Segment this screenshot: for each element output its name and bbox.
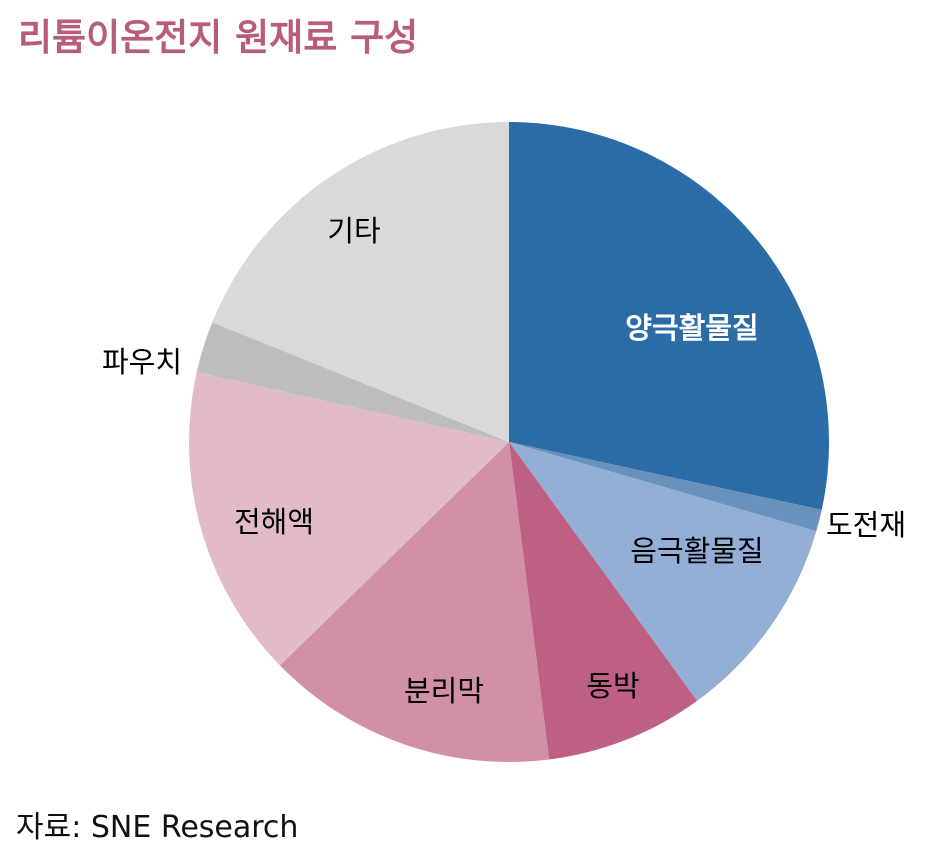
pie-slice [509,442,822,532]
pie-slices [189,122,830,763]
pie-slice [212,122,509,442]
pie-slice [279,442,550,763]
slice-label: 음극활물질 [630,534,763,568]
pie-slice [509,442,698,760]
slice-label: 분리막 [404,674,484,708]
slice-label: 양극활물질 [625,311,758,345]
slice-label: 도전재 [826,508,906,542]
slice-label: 동박 [586,669,639,703]
chart-title: 리튬이온전지 원재료 구성 [18,16,419,59]
pie-slice [509,442,817,701]
slice-label: 기타 [327,214,380,248]
source-note: 자료: SNE Research [16,810,299,845]
slice-label: 전해액 [234,505,314,539]
pie-slice [509,122,830,510]
pie-slice [189,372,510,666]
slice-label: 파우치 [102,345,182,379]
pie-slice [196,322,509,442]
